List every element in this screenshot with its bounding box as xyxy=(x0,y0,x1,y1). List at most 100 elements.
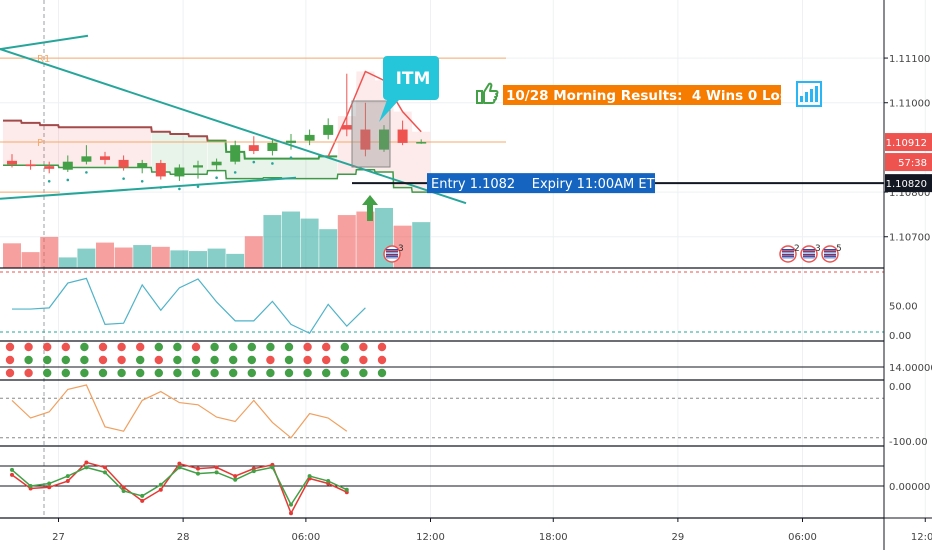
osc-tick-label: 50.00 xyxy=(889,302,918,313)
price-tick-label: 1.10800 xyxy=(889,188,930,199)
candle-body xyxy=(193,165,203,168)
trendlines xyxy=(0,34,467,205)
volume-bar xyxy=(300,218,319,268)
signal-dot xyxy=(61,368,70,378)
sar-dot xyxy=(159,186,163,189)
signal-dot xyxy=(210,342,219,352)
sar-dot xyxy=(196,185,200,188)
candle-body xyxy=(360,129,371,150)
pivot-p-label: P xyxy=(37,138,43,149)
volume-bars xyxy=(3,208,431,268)
signal-dot xyxy=(210,355,219,365)
signal-dot xyxy=(173,368,182,378)
stoch-point-green xyxy=(214,470,219,475)
price-tag-label: 1.10912 xyxy=(886,138,927,149)
sar-dot xyxy=(122,177,125,180)
time-tick-label: 18:00 xyxy=(539,532,568,543)
stoch-point-green xyxy=(10,467,14,472)
volume-bar xyxy=(189,251,207,268)
candle-body xyxy=(62,161,73,170)
volume-bar xyxy=(3,243,21,268)
signal-dot xyxy=(229,368,238,378)
volume-bar xyxy=(244,236,263,268)
volume-bar xyxy=(337,215,356,268)
us-flag-field xyxy=(803,249,815,259)
signal-dot xyxy=(359,368,368,378)
us-flag-field xyxy=(782,249,794,259)
candle-body xyxy=(379,129,389,150)
candle-body xyxy=(44,166,55,169)
signal-dot xyxy=(322,368,331,378)
time-tick-label: 06:00 xyxy=(291,532,320,543)
us-flag-stripe xyxy=(803,252,815,254)
trendline-top xyxy=(0,34,89,51)
signal-dot xyxy=(5,355,15,365)
stoch-point-red xyxy=(10,472,14,477)
sar-dot xyxy=(233,171,237,174)
signal-dot xyxy=(322,355,331,365)
time-tick-label: 28 xyxy=(177,532,190,543)
us-flag-stripe xyxy=(803,255,815,257)
signal-dot xyxy=(98,368,108,378)
stoch-point-green xyxy=(65,474,70,479)
stoch-point-green xyxy=(28,484,33,488)
stoch-point-green xyxy=(307,474,312,479)
band-line-upper-red xyxy=(327,70,422,157)
signal-dot xyxy=(154,368,163,378)
cloud-bands xyxy=(3,70,431,193)
trendline-down xyxy=(0,48,467,205)
stoch-point-green xyxy=(326,479,331,484)
us-flag-stripe xyxy=(824,257,836,259)
signal-dot xyxy=(154,355,163,365)
results-label-bg xyxy=(503,85,781,105)
thumb-cuff xyxy=(476,90,483,104)
signal-dot xyxy=(80,355,89,365)
stoch-point-red xyxy=(65,479,70,484)
band-line-upper-green xyxy=(207,139,338,160)
event-flag: 2 xyxy=(779,244,800,263)
bar-chart-bar xyxy=(800,96,803,102)
signal-dot xyxy=(377,368,387,378)
stoch-point-red xyxy=(196,466,200,471)
signal-dot xyxy=(154,342,163,352)
volume-bar xyxy=(151,246,170,268)
signal-dot xyxy=(136,355,145,365)
signal-dot xyxy=(98,342,108,352)
stoch-point-green xyxy=(270,465,275,470)
price-tick-label: 1.10700 xyxy=(889,233,930,244)
volume-bar xyxy=(40,236,59,268)
event-count: 3 xyxy=(815,244,821,254)
stoch-point-green xyxy=(121,488,126,493)
volume-bar xyxy=(114,247,133,268)
stoch-tick-label: 0.00000 xyxy=(889,482,930,493)
stoch-point-red xyxy=(121,485,126,490)
osc-tick-label: 0.00 xyxy=(889,331,911,342)
signal-dot xyxy=(340,368,349,378)
us-flag-stripe xyxy=(824,255,836,257)
stoch-point-green xyxy=(289,502,293,507)
stoch-point-green xyxy=(103,470,107,475)
signal-dot xyxy=(359,342,368,352)
band-line-lower xyxy=(3,164,431,193)
us-flag-stripe xyxy=(782,252,794,254)
sar-dot xyxy=(252,160,256,164)
signal-dot xyxy=(173,355,182,365)
time-tick-label: 29 xyxy=(672,532,685,543)
signal-dot xyxy=(266,342,275,352)
stoch-point-red xyxy=(233,474,238,479)
us-flag-stripe xyxy=(386,255,398,257)
volume-bar xyxy=(170,250,189,268)
signal-dot xyxy=(377,355,387,365)
osc-line xyxy=(12,277,366,334)
signal-dot xyxy=(303,342,312,352)
candle-body xyxy=(155,163,166,177)
stoch-point-red xyxy=(214,465,219,470)
cci-tick-label: -100.00 xyxy=(889,437,928,448)
signal-dot xyxy=(191,342,201,352)
entry-label: Entry 1.1082 Expiry 11:00AM ET xyxy=(431,177,655,192)
volume-bar xyxy=(58,257,77,268)
candle-body xyxy=(81,156,92,162)
itm-callout xyxy=(379,56,439,122)
signal-dot xyxy=(284,368,294,378)
